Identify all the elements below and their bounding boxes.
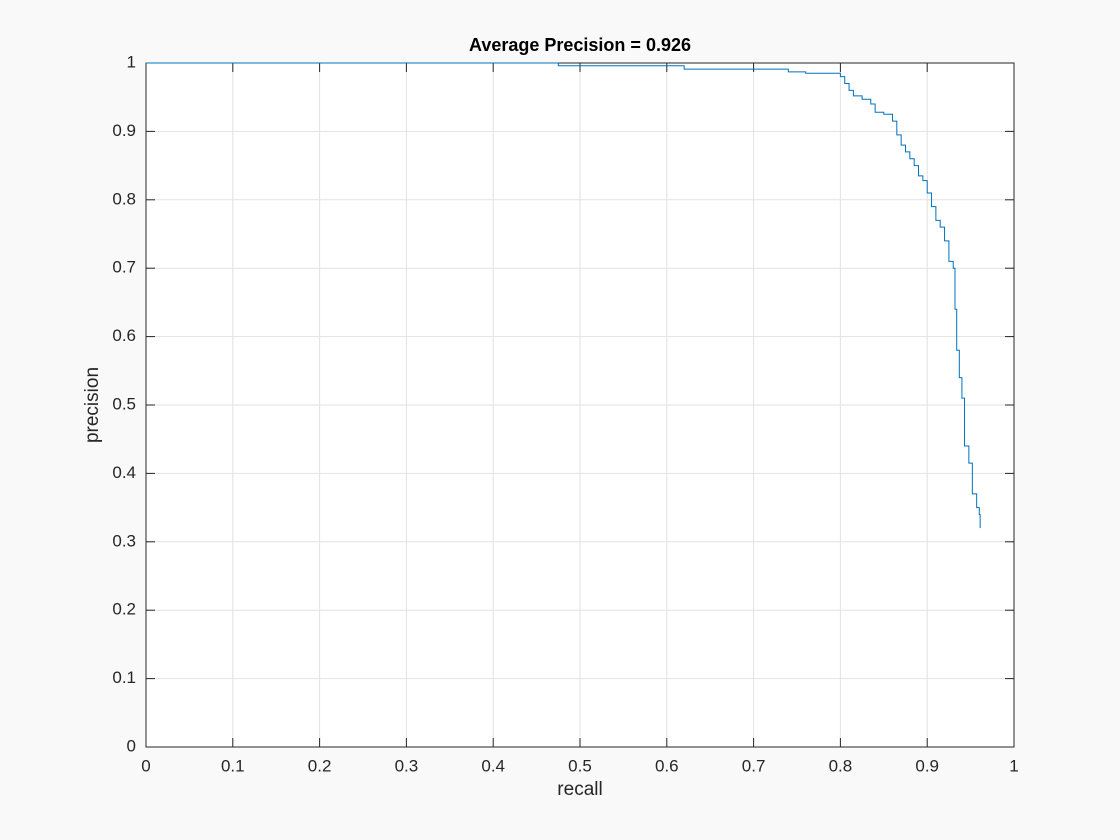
x-tick-label: 0.9 bbox=[915, 756, 939, 775]
x-tick-label: 1 bbox=[1009, 756, 1018, 775]
x-tick-label: 0.6 bbox=[655, 756, 679, 775]
x-tick-label: 0.8 bbox=[829, 756, 853, 775]
x-tick-label: 0.3 bbox=[395, 756, 419, 775]
data-line bbox=[146, 62, 981, 529]
y-tick-label: 0.2 bbox=[112, 600, 136, 619]
x-tick-label: 0.4 bbox=[481, 756, 505, 775]
x-tick-label: 0.7 bbox=[742, 756, 766, 775]
y-axis-label: precision bbox=[82, 367, 103, 443]
axes-box bbox=[145, 62, 1015, 748]
x-tick-label: 0.2 bbox=[308, 756, 332, 775]
y-tick-label: 0.8 bbox=[112, 189, 136, 208]
x-tick-label: 0.5 bbox=[568, 756, 592, 775]
y-tick-label: 0.6 bbox=[112, 326, 136, 345]
y-tick-label: 0.4 bbox=[112, 463, 136, 482]
x-tick-label: 0.1 bbox=[221, 756, 245, 775]
y-tick-label: 0.5 bbox=[112, 394, 136, 413]
x-axis-label: recall bbox=[557, 779, 602, 800]
y-tick-label: 0.7 bbox=[112, 258, 136, 277]
y-tick-label: 0.9 bbox=[112, 121, 136, 140]
chart-title: Average Precision = 0.926 bbox=[469, 35, 691, 55]
x-tick-label: 0 bbox=[141, 756, 150, 775]
y-tick-label: 0.1 bbox=[112, 668, 136, 687]
y-tick-label: 0 bbox=[127, 736, 136, 755]
y-tick-label: 1 bbox=[127, 52, 136, 71]
y-tick-label: 0.3 bbox=[112, 531, 136, 550]
